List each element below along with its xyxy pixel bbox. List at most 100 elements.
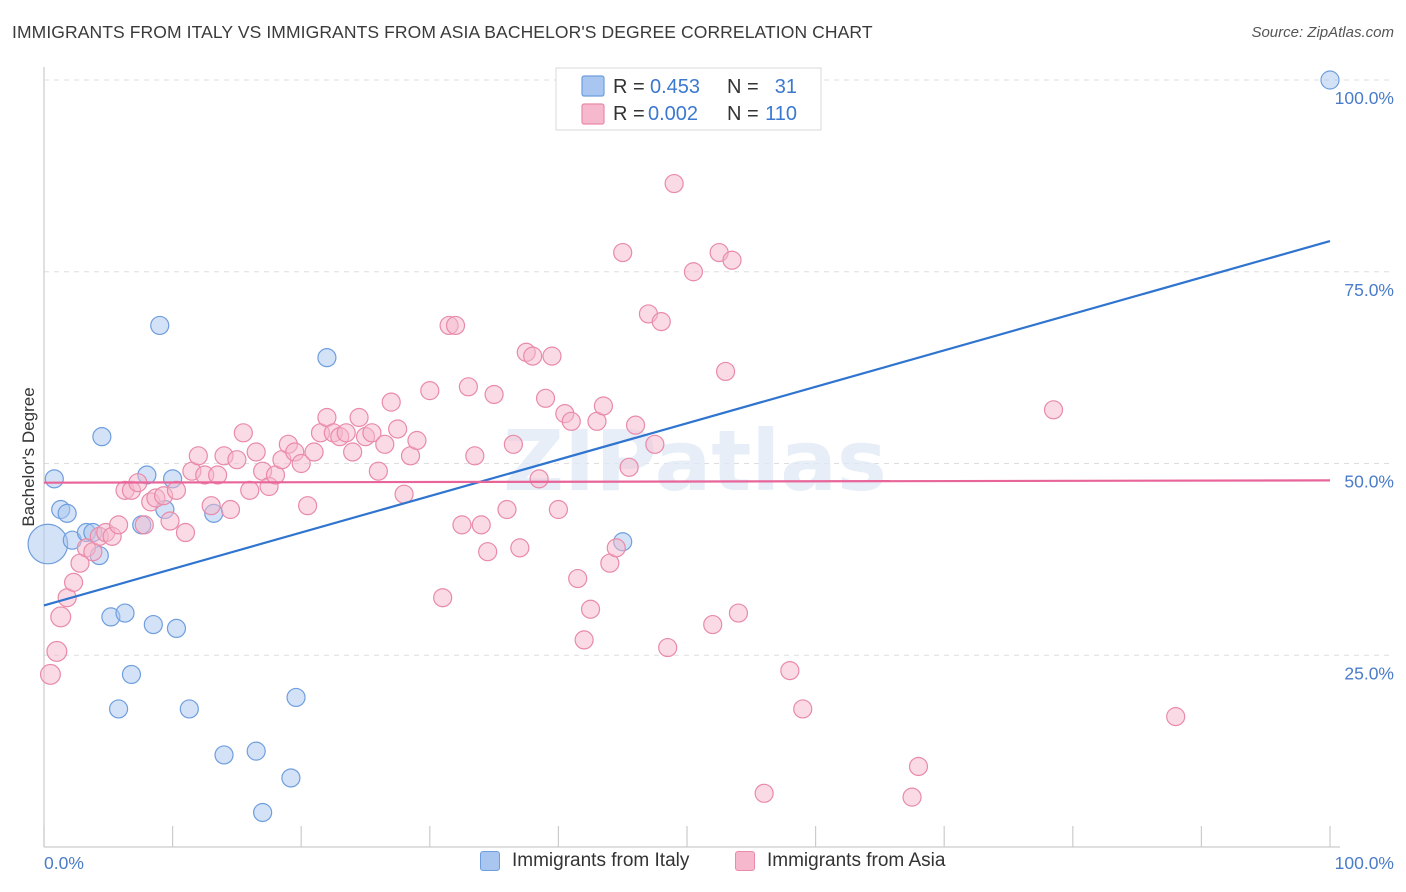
point-italy-15 xyxy=(143,614,163,635)
point-asia-46 xyxy=(336,423,356,443)
y-tick-label-2: 50.0% xyxy=(1344,472,1394,492)
point-asia-91 xyxy=(651,312,671,332)
point-asia-63 xyxy=(458,377,478,397)
point-asia-97 xyxy=(715,361,736,382)
point-asia-101 xyxy=(780,660,800,681)
legend-label-asia: Immigrants from Asia xyxy=(767,850,946,871)
point-asia-65 xyxy=(471,515,491,535)
point-asia-1 xyxy=(46,640,68,662)
point-italy-8 xyxy=(92,427,112,447)
point-asia-62 xyxy=(452,515,472,535)
point-asia-11 xyxy=(108,515,129,535)
stats-n-value-italy: 31 xyxy=(775,76,797,98)
y-axis-title: Bachelor's Degree xyxy=(19,387,38,526)
trend-line-italy xyxy=(43,240,1331,607)
legend-swatch-italy xyxy=(480,851,500,871)
point-asia-52 xyxy=(375,434,395,454)
x-axis-ticks xyxy=(43,826,1331,847)
point-asia-51 xyxy=(368,461,388,481)
point-asia-48 xyxy=(349,407,369,428)
point-italy-24 xyxy=(253,802,273,823)
x-tick-label-min: 0.0% xyxy=(44,853,84,873)
point-asia-19 xyxy=(160,511,180,531)
point-asia-93 xyxy=(664,173,684,194)
point-asia-72 xyxy=(523,346,543,366)
point-italy-29 xyxy=(1320,70,1340,90)
point-asia-59 xyxy=(433,588,453,608)
point-asia-2 xyxy=(50,606,72,628)
point-asia-86 xyxy=(613,242,633,263)
x-tick-label-max: 100.0% xyxy=(1335,853,1394,873)
point-asia-57 xyxy=(407,430,427,451)
y-tick-label-0: 100.0% xyxy=(1335,88,1394,108)
point-asia-105 xyxy=(1043,400,1064,420)
point-asia-80 xyxy=(574,630,594,650)
stats-legend: R = 0.453 N = 31 R = 0.002 N = 110 xyxy=(555,67,822,131)
point-asia-31 xyxy=(240,480,260,500)
point-asia-92 xyxy=(658,637,678,658)
point-asia-74 xyxy=(535,388,556,408)
stats-n-label-italy: N = xyxy=(727,76,759,98)
point-asia-15 xyxy=(134,515,154,535)
point-asia-40 xyxy=(298,496,318,516)
stats-r-label-italy: R = xyxy=(613,76,645,98)
legend-item-italy[interactable]: Immigrants from Italy xyxy=(480,850,689,872)
point-asia-98 xyxy=(722,250,742,270)
stats-n-value-asia: 110 xyxy=(765,103,797,125)
trend-lines xyxy=(43,240,1331,607)
point-asia-66 xyxy=(478,542,498,562)
point-italy-3 xyxy=(57,503,77,523)
point-asia-106 xyxy=(1166,707,1186,727)
stats-legend-swatch-asia xyxy=(581,103,605,125)
point-asia-85 xyxy=(606,538,626,558)
point-asia-99 xyxy=(728,603,749,623)
point-italy-10 xyxy=(108,699,129,719)
point-asia-94 xyxy=(683,262,704,282)
point-asia-73 xyxy=(529,469,549,489)
point-italy-20 xyxy=(179,699,199,719)
point-asia-61 xyxy=(445,315,466,336)
y-tick-label-3: 25.0% xyxy=(1344,663,1394,683)
legend-item-asia[interactable]: Immigrants from Asia xyxy=(735,850,945,872)
y-tick-label-1: 75.0% xyxy=(1344,280,1394,300)
point-asia-81 xyxy=(580,599,601,619)
point-asia-64 xyxy=(465,446,485,466)
point-asia-87 xyxy=(619,457,639,477)
point-asia-21 xyxy=(175,522,196,543)
point-italy-1 xyxy=(44,469,64,489)
bottom-legend: Immigrants from Italy Immigrants from As… xyxy=(0,850,1406,880)
point-asia-67 xyxy=(484,384,504,405)
axes xyxy=(43,67,1340,848)
point-asia-41 xyxy=(304,442,324,462)
point-asia-0 xyxy=(39,663,61,685)
point-asia-83 xyxy=(593,396,614,416)
trend-line-asia xyxy=(43,479,1331,484)
point-asia-68 xyxy=(497,499,517,520)
point-asia-95 xyxy=(703,614,723,635)
point-asia-39 xyxy=(291,453,311,474)
watermark: ZIPatlas xyxy=(503,412,887,510)
point-italy-0 xyxy=(27,523,69,565)
point-asia-70 xyxy=(510,538,530,558)
point-asia-47 xyxy=(343,442,363,462)
point-asia-4 xyxy=(63,572,84,592)
point-asia-23 xyxy=(188,446,208,466)
stats-r-value-asia: 0.002 xyxy=(648,103,698,125)
point-asia-100 xyxy=(754,783,774,803)
legend-label-italy: Immigrants from Italy xyxy=(512,850,690,871)
point-asia-50 xyxy=(362,423,382,443)
point-asia-25 xyxy=(201,496,221,516)
point-italy-27 xyxy=(317,348,337,368)
point-asia-103 xyxy=(902,787,922,807)
data-points xyxy=(27,70,1340,823)
point-asia-104 xyxy=(908,756,929,777)
point-italy-19 xyxy=(166,618,187,639)
point-asia-58 xyxy=(420,381,440,401)
source-label: Source: ZipAtlas.com xyxy=(1251,24,1394,41)
point-asia-28 xyxy=(220,499,241,520)
chart-title: IMMIGRANTS FROM ITALY VS IMMIGRANTS FROM… xyxy=(12,22,873,42)
y-axis-tick-labels: 100.0% 75.0% 50.0% 25.0% xyxy=(1335,88,1394,683)
point-asia-32 xyxy=(246,442,266,462)
point-italy-26 xyxy=(286,687,306,708)
